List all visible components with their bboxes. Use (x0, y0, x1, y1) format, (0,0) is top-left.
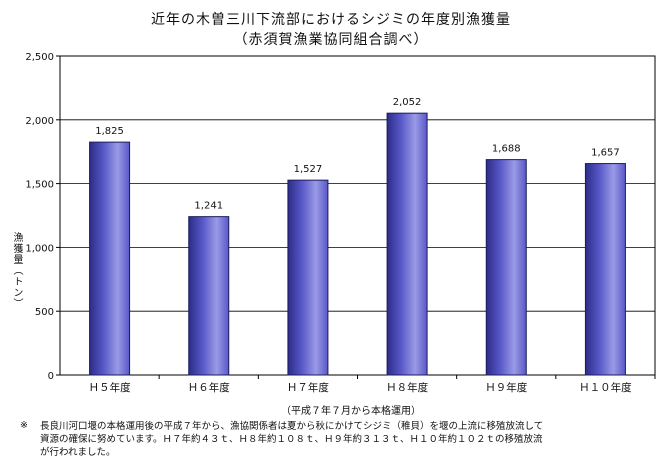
footnote-line: 長良川河口堰の本格運用後の平成７年から、漁協関係者は夏から秋にかけてシジミ（稚貝… (40, 421, 544, 432)
x-tick-label: Ｈ８年度 (386, 381, 428, 394)
data-label: 1,241 (194, 201, 223, 212)
x-tick-label: Ｈ１０年度 (579, 381, 632, 394)
bar (287, 179, 329, 376)
x-tick-label: Ｈ７年度 (287, 381, 329, 394)
data-label: 2,052 (393, 97, 422, 108)
y-tick-label: 2,000 (25, 116, 54, 127)
y-tick-label: 1,500 (25, 180, 54, 191)
bar (386, 112, 428, 376)
y-tick-label: 0 (48, 371, 54, 382)
plot-frame (59, 55, 656, 376)
footnote: 長良川河口堰の本格運用後の平成７年から、漁協関係者は夏から秋にかけてシジミ（稚貝… (40, 420, 660, 459)
data-label: 1,527 (294, 164, 323, 175)
x-tick-label: Ｈ６年度 (188, 381, 230, 394)
chart-subtitle: （赤須賀漁業協同組合調べ） (233, 32, 429, 48)
y-tick-label: 500 (35, 307, 54, 318)
bar (485, 159, 527, 376)
footnote-line: が行われました。 (40, 447, 116, 458)
x-tick-label: Ｈ９年度 (485, 381, 527, 394)
y-axis-label: 漁獲量（トン） (11, 232, 22, 309)
bar (89, 141, 131, 376)
data-label: 1,825 (95, 126, 124, 137)
bar (584, 163, 626, 376)
x-axis-note: （平成７年７月から本格運用） (281, 406, 421, 417)
bar (188, 216, 230, 376)
y-tick-label: 2,500 (25, 52, 54, 63)
chart-title: 近年の木曽三川下流部におけるシジミの年度別漁獲量 (151, 12, 511, 28)
x-tick-label: Ｈ５年度 (89, 381, 131, 394)
data-label: 1,688 (492, 144, 521, 155)
y-tick-label: 1,000 (25, 243, 54, 254)
data-label: 1,657 (591, 148, 620, 159)
footnote-mark: ※ (20, 420, 28, 431)
footnote-line: 資源の確保に努めています。Ｈ７年約４３ｔ、Ｈ８年約１０８ｔ、Ｈ９年約３１３ｔ、Ｈ… (40, 434, 543, 445)
